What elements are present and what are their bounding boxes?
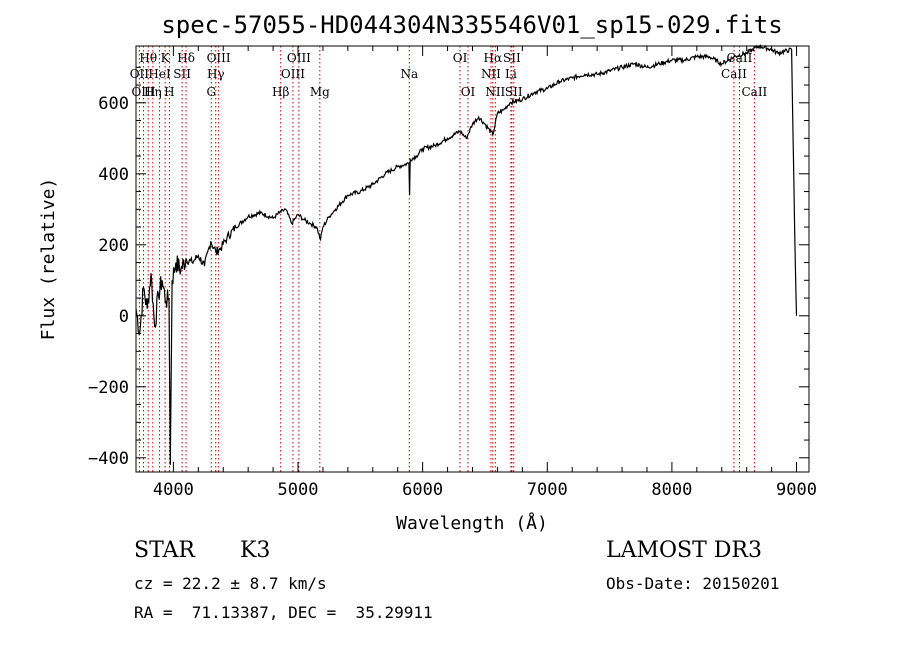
line-label-10: Hγ bbox=[207, 67, 225, 81]
survey-name: LAMOST DR3 bbox=[606, 538, 762, 563]
x-axis-label: Wavelength (Å) bbox=[396, 512, 548, 534]
line-label-3: K bbox=[161, 51, 171, 65]
line-label-6: Hδ bbox=[177, 51, 195, 65]
line-label-4: HeI bbox=[148, 67, 171, 81]
y-tick-label-0: −400 bbox=[88, 449, 129, 469]
line-label-15: Mg bbox=[310, 85, 330, 99]
y-tick-label-3: 200 bbox=[98, 236, 129, 256]
spectrum-line bbox=[135, 44, 798, 465]
line-label-13: OIII bbox=[281, 67, 305, 81]
line-label-9: OIII bbox=[207, 51, 231, 65]
line-label-7: SII bbox=[173, 67, 191, 81]
line-label-0: Hθ bbox=[139, 51, 157, 65]
line-label-19: Hα bbox=[484, 51, 503, 65]
y-axis-label: Flux (relative) bbox=[38, 178, 59, 341]
line-label-24: SII bbox=[505, 85, 523, 99]
x-axis-ticks: 4000 5000 6000 7000 8000 9000 bbox=[153, 46, 817, 500]
line-label-22: Li bbox=[505, 67, 517, 81]
y-tick-label-5: 600 bbox=[98, 94, 129, 114]
line-label-8: H bbox=[164, 85, 174, 99]
line-label-12: OIII bbox=[287, 51, 311, 65]
line-label-1: OII bbox=[130, 67, 150, 81]
ra-dec: RA = 71.13387, DEC = 35.29911 bbox=[134, 603, 433, 622]
line-label-26: CaII bbox=[721, 67, 747, 81]
x-tick-label-3: 7000 bbox=[527, 480, 568, 500]
line-label-11: G bbox=[206, 85, 216, 99]
object-subclass: K3 bbox=[240, 538, 271, 563]
line-label-17: OI bbox=[453, 51, 468, 65]
line-label-25: CaII bbox=[727, 51, 753, 65]
line-label-5: Hη bbox=[144, 85, 162, 99]
line-label-21: NII bbox=[481, 67, 501, 81]
redshift-cz: cz = 22.2 ± 8.7 km/s bbox=[134, 574, 327, 593]
spectral-line-labels: Hθ OII OIII K HeI Hη Hδ SII H OIII Hγ G OIII OIII Hβ Mg… bbox=[130, 51, 768, 99]
observation-date: Obs-Date: 20150201 bbox=[606, 574, 780, 593]
line-label-23: NII bbox=[485, 85, 505, 99]
plot-frame bbox=[135, 45, 810, 473]
y-tick-label-4: 400 bbox=[98, 165, 129, 185]
x-tick-label-5: 9000 bbox=[776, 480, 817, 500]
x-tick-label-0: 4000 bbox=[153, 480, 194, 500]
object-class: STAR bbox=[134, 538, 195, 563]
line-label-14: Hβ bbox=[272, 85, 289, 99]
y-tick-label-2: 0 bbox=[119, 307, 129, 327]
x-tick-label-2: 6000 bbox=[402, 480, 443, 500]
y-axis-ticks: −400 −200 0 200 400 600 bbox=[88, 66, 809, 469]
line-label-18: OI bbox=[461, 85, 476, 99]
x-tick-label-1: 5000 bbox=[278, 480, 319, 500]
line-label-20: SII bbox=[503, 51, 521, 65]
chart-title: spec-57055-HD044304N335546V01_sp15-029.f… bbox=[161, 11, 782, 39]
y-tick-label-1: −200 bbox=[88, 378, 129, 398]
x-tick-label-4: 8000 bbox=[651, 480, 692, 500]
line-label-16: Na bbox=[400, 67, 418, 81]
line-label-27: CaII bbox=[741, 85, 767, 99]
line-label-2: OIII bbox=[131, 85, 155, 99]
spectral-line-markers bbox=[138, 46, 755, 472]
